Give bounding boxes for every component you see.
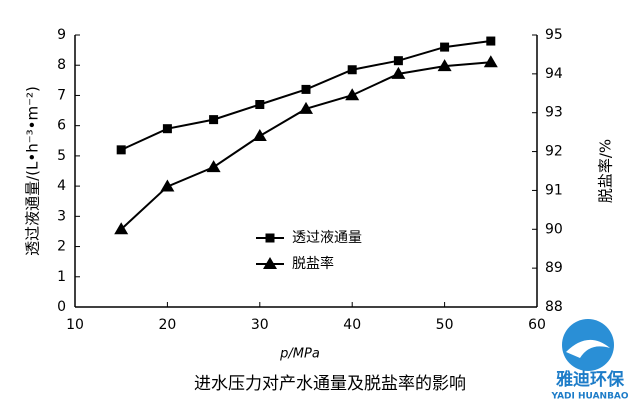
logo-subtext: YADI HUANBAO — [550, 392, 628, 402]
marker — [391, 66, 406, 79]
marker — [486, 36, 496, 46]
marker — [301, 84, 311, 94]
y2-axis-label: 脱盐率/% — [597, 139, 615, 203]
y-tick-label: 7 — [57, 87, 66, 103]
logo: 雅迪环保 YADI HUANBAO — [550, 319, 629, 402]
y2-tick-label: 91 — [545, 182, 563, 198]
y2-tick-label: 93 — [545, 105, 563, 121]
marker — [347, 65, 357, 75]
x-tick-label: 60 — [528, 317, 546, 333]
marker — [114, 222, 129, 235]
x-axis-label: p/MPa — [279, 347, 320, 362]
logo-wave — [566, 339, 610, 358]
y2-tick-label: 88 — [545, 299, 563, 315]
y2-tick-label: 89 — [545, 260, 563, 276]
marker — [483, 55, 498, 68]
y-tick-label: 5 — [57, 148, 66, 164]
y-tick-label: 8 — [57, 57, 66, 73]
y-tick-label: 2 — [57, 239, 66, 255]
marker — [252, 129, 267, 142]
x-tick-label: 10 — [66, 317, 84, 333]
y2-tick-label: 95 — [545, 27, 563, 43]
marker — [160, 179, 175, 192]
x-tick-label: 30 — [251, 317, 269, 333]
y-tick-label: 9 — [57, 27, 66, 43]
y2-tick-label: 90 — [545, 221, 563, 237]
marker — [255, 100, 265, 110]
x-tick-label: 50 — [436, 317, 454, 333]
y-tick-label: 3 — [57, 208, 66, 224]
marker — [299, 101, 313, 114]
legend-label: 脱盐率 — [292, 255, 334, 272]
legend-marker — [263, 257, 277, 269]
legend-marker — [265, 233, 275, 243]
marker — [437, 59, 452, 72]
y-tick-label: 1 — [57, 269, 66, 285]
marker — [209, 115, 219, 125]
marker — [393, 56, 403, 66]
y-axis-label: 透过液通量/(L•h⁻³•m⁻²) — [24, 86, 42, 256]
marker — [345, 88, 360, 101]
legend-label: 透过液通量 — [292, 230, 362, 246]
y-tick-label: 4 — [57, 178, 66, 194]
marker — [440, 42, 450, 52]
y-tick-label: 0 — [57, 299, 66, 315]
marker — [116, 145, 126, 155]
y2-tick-label: 94 — [545, 66, 563, 82]
marker — [206, 160, 221, 173]
marker — [162, 124, 172, 134]
logo-text: 雅迪环保 — [555, 369, 625, 390]
x-tick-label: 20 — [158, 317, 176, 333]
y2-tick-label: 92 — [545, 144, 563, 160]
y-tick-label: 6 — [57, 118, 66, 134]
caption: 进水压力对产水通量及脱盐率的影响 — [194, 374, 466, 394]
x-tick-label: 40 — [343, 317, 361, 333]
